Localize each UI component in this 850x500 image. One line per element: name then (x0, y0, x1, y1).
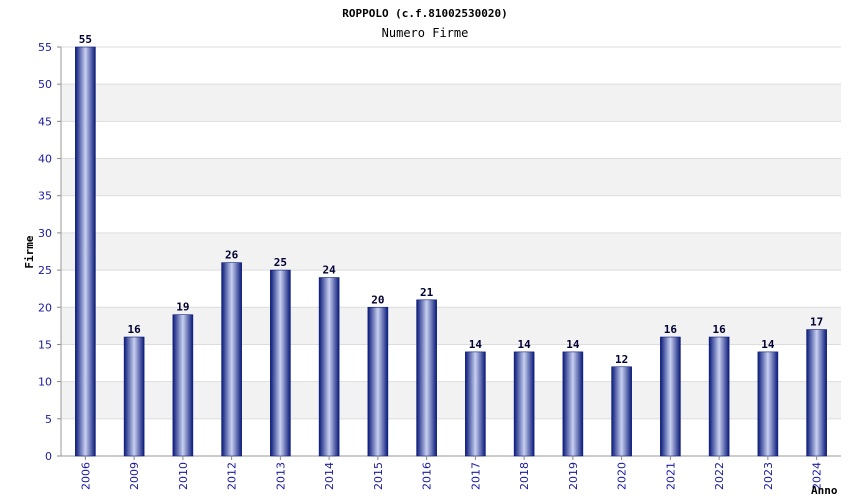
y-tick-label: 30 (38, 227, 52, 240)
bar (562, 351, 584, 457)
bar (757, 351, 779, 457)
data-label: 26 (225, 249, 239, 262)
x-tick-label: 2009 (128, 462, 141, 490)
y-axis-label: Firme (23, 235, 36, 268)
chart-subtitle: Numero Firme (382, 26, 469, 40)
x-tick-label: 2022 (713, 462, 726, 490)
grid-band (61, 84, 841, 122)
x-tick-label: 2015 (372, 462, 385, 490)
data-label: 16 (664, 323, 678, 336)
x-axis-label: Anno (811, 484, 838, 497)
x-tick-label: 2017 (469, 462, 482, 490)
data-label: 55 (79, 33, 92, 46)
bar (708, 336, 730, 457)
chart-title: ROPPOLO (c.f.81002530020) (342, 7, 508, 20)
data-label: 14 (518, 338, 532, 351)
y-tick-label: 40 (38, 153, 52, 166)
grid-band (61, 232, 841, 271)
y-tick-label: 10 (38, 376, 52, 389)
x-tick-label: 2013 (274, 462, 287, 490)
y-tick-label: 35 (38, 190, 52, 203)
bar (75, 46, 96, 457)
bar (416, 299, 437, 457)
bar (123, 336, 145, 457)
data-label: 19 (176, 301, 189, 314)
grid-band (61, 158, 841, 196)
x-tick-label: 2012 (226, 462, 239, 490)
data-label: 16 (128, 323, 142, 336)
x-tick-label: 2016 (421, 462, 434, 490)
data-label: 21 (420, 286, 434, 299)
y-tick-label: 25 (38, 264, 52, 277)
bar (660, 336, 681, 457)
data-label: 14 (469, 338, 483, 351)
plot-area: 0 5 10 15 20 25 30 35 40 45 50 55 55 2006 16 2009 19 2010… (38, 33, 841, 490)
x-tick-label: 2010 (177, 462, 190, 490)
x-tick-label: 2023 (762, 462, 775, 490)
bar (172, 314, 194, 457)
y-tick-label: 50 (38, 78, 52, 91)
y-tick-label: 55 (38, 41, 52, 54)
bar (806, 329, 827, 457)
bar (318, 277, 340, 457)
y-tick-label: 0 (45, 450, 52, 463)
y-tick-label: 15 (38, 338, 52, 351)
y-tick-label: 45 (38, 115, 52, 128)
data-label: 24 (323, 264, 337, 277)
y-tick-label: 20 (38, 301, 52, 314)
data-label: 25 (274, 256, 287, 269)
x-tick-label: 2006 (79, 462, 92, 490)
x-tick-label: 2019 (567, 462, 580, 490)
x-tick-label: 2014 (323, 462, 336, 490)
y-tick-label: 5 (45, 413, 52, 426)
data-label: 14 (761, 338, 775, 351)
bar (465, 351, 486, 457)
data-label: 20 (371, 293, 384, 306)
data-label: 17 (810, 316, 823, 329)
bar (270, 269, 291, 457)
data-label: 16 (713, 323, 727, 336)
bar (513, 351, 535, 457)
bar (611, 366, 632, 457)
data-label: 12 (615, 353, 628, 366)
bar (367, 306, 389, 457)
data-label: 14 (566, 338, 580, 351)
bar (221, 262, 242, 457)
x-tick-label: 2020 (616, 462, 629, 490)
x-tick-label: 2018 (518, 462, 531, 490)
x-tick-label: 2021 (664, 462, 677, 490)
x-tick-label: 2024 (811, 462, 824, 490)
